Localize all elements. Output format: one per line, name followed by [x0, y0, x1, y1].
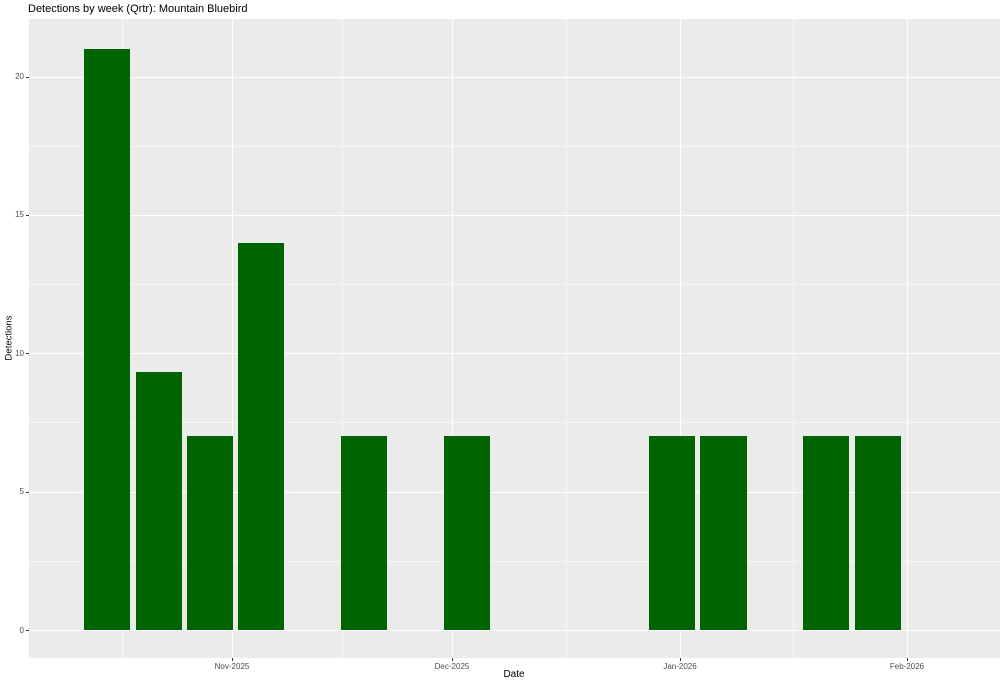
x-tick-mark — [232, 658, 233, 661]
gridline-major-y — [29, 353, 1000, 355]
gridline-minor-y — [29, 284, 1000, 286]
bar — [340, 436, 388, 630]
bar — [803, 436, 850, 630]
y-tick-label: 15 — [15, 210, 24, 220]
gridline-major-y — [29, 76, 1000, 78]
bar — [649, 436, 696, 630]
y-tick-label: 0 — [19, 625, 24, 635]
bar — [854, 436, 901, 630]
bar — [135, 371, 182, 630]
x-axis-title: Date — [503, 669, 525, 680]
gridline-major-y — [29, 214, 1000, 216]
gridline-major-y — [29, 630, 1000, 631]
y-tick-mark — [26, 76, 29, 78]
bar — [443, 436, 490, 630]
y-tick-mark — [26, 353, 29, 355]
chart-title: Detections by week (Qrtr): Mountain Blue… — [28, 3, 248, 15]
x-tick-label: Dec-2025 — [434, 662, 470, 671]
y-tick-label: 20 — [15, 72, 24, 81]
gridline-minor-x — [793, 19, 794, 658]
y-tick-mark — [26, 630, 29, 631]
gridline-major-x — [907, 19, 908, 658]
gridline-major-x — [452, 19, 453, 658]
x-tick-label: Nov-2025 — [214, 662, 250, 671]
gridline-minor-y — [29, 422, 1000, 424]
bar — [186, 436, 234, 630]
gridline-major-x — [232, 19, 233, 658]
x-tick-label: Feb-2026 — [889, 662, 925, 671]
gridline-minor-x — [342, 19, 343, 658]
gridline-major-y — [29, 491, 1000, 493]
gridline-minor-y — [29, 145, 1000, 147]
bar — [84, 48, 131, 630]
bar — [700, 436, 747, 630]
gridline-minor-x — [566, 19, 567, 658]
x-tick-mark — [907, 658, 908, 661]
gridline-minor-y — [29, 560, 1000, 562]
x-tick-mark — [452, 658, 453, 661]
plot-panel — [29, 19, 1000, 658]
bar — [238, 242, 285, 630]
y-tick-mark — [26, 491, 29, 493]
y-tick-mark — [26, 214, 29, 216]
x-tick-label: Jan-2026 — [663, 662, 697, 671]
y-axis-title: Detections — [3, 315, 15, 361]
x-tick-mark — [680, 658, 681, 661]
y-tick-label: 5 — [19, 487, 24, 497]
gridline-major-x — [680, 19, 681, 658]
y-tick-label: 10 — [15, 348, 24, 358]
